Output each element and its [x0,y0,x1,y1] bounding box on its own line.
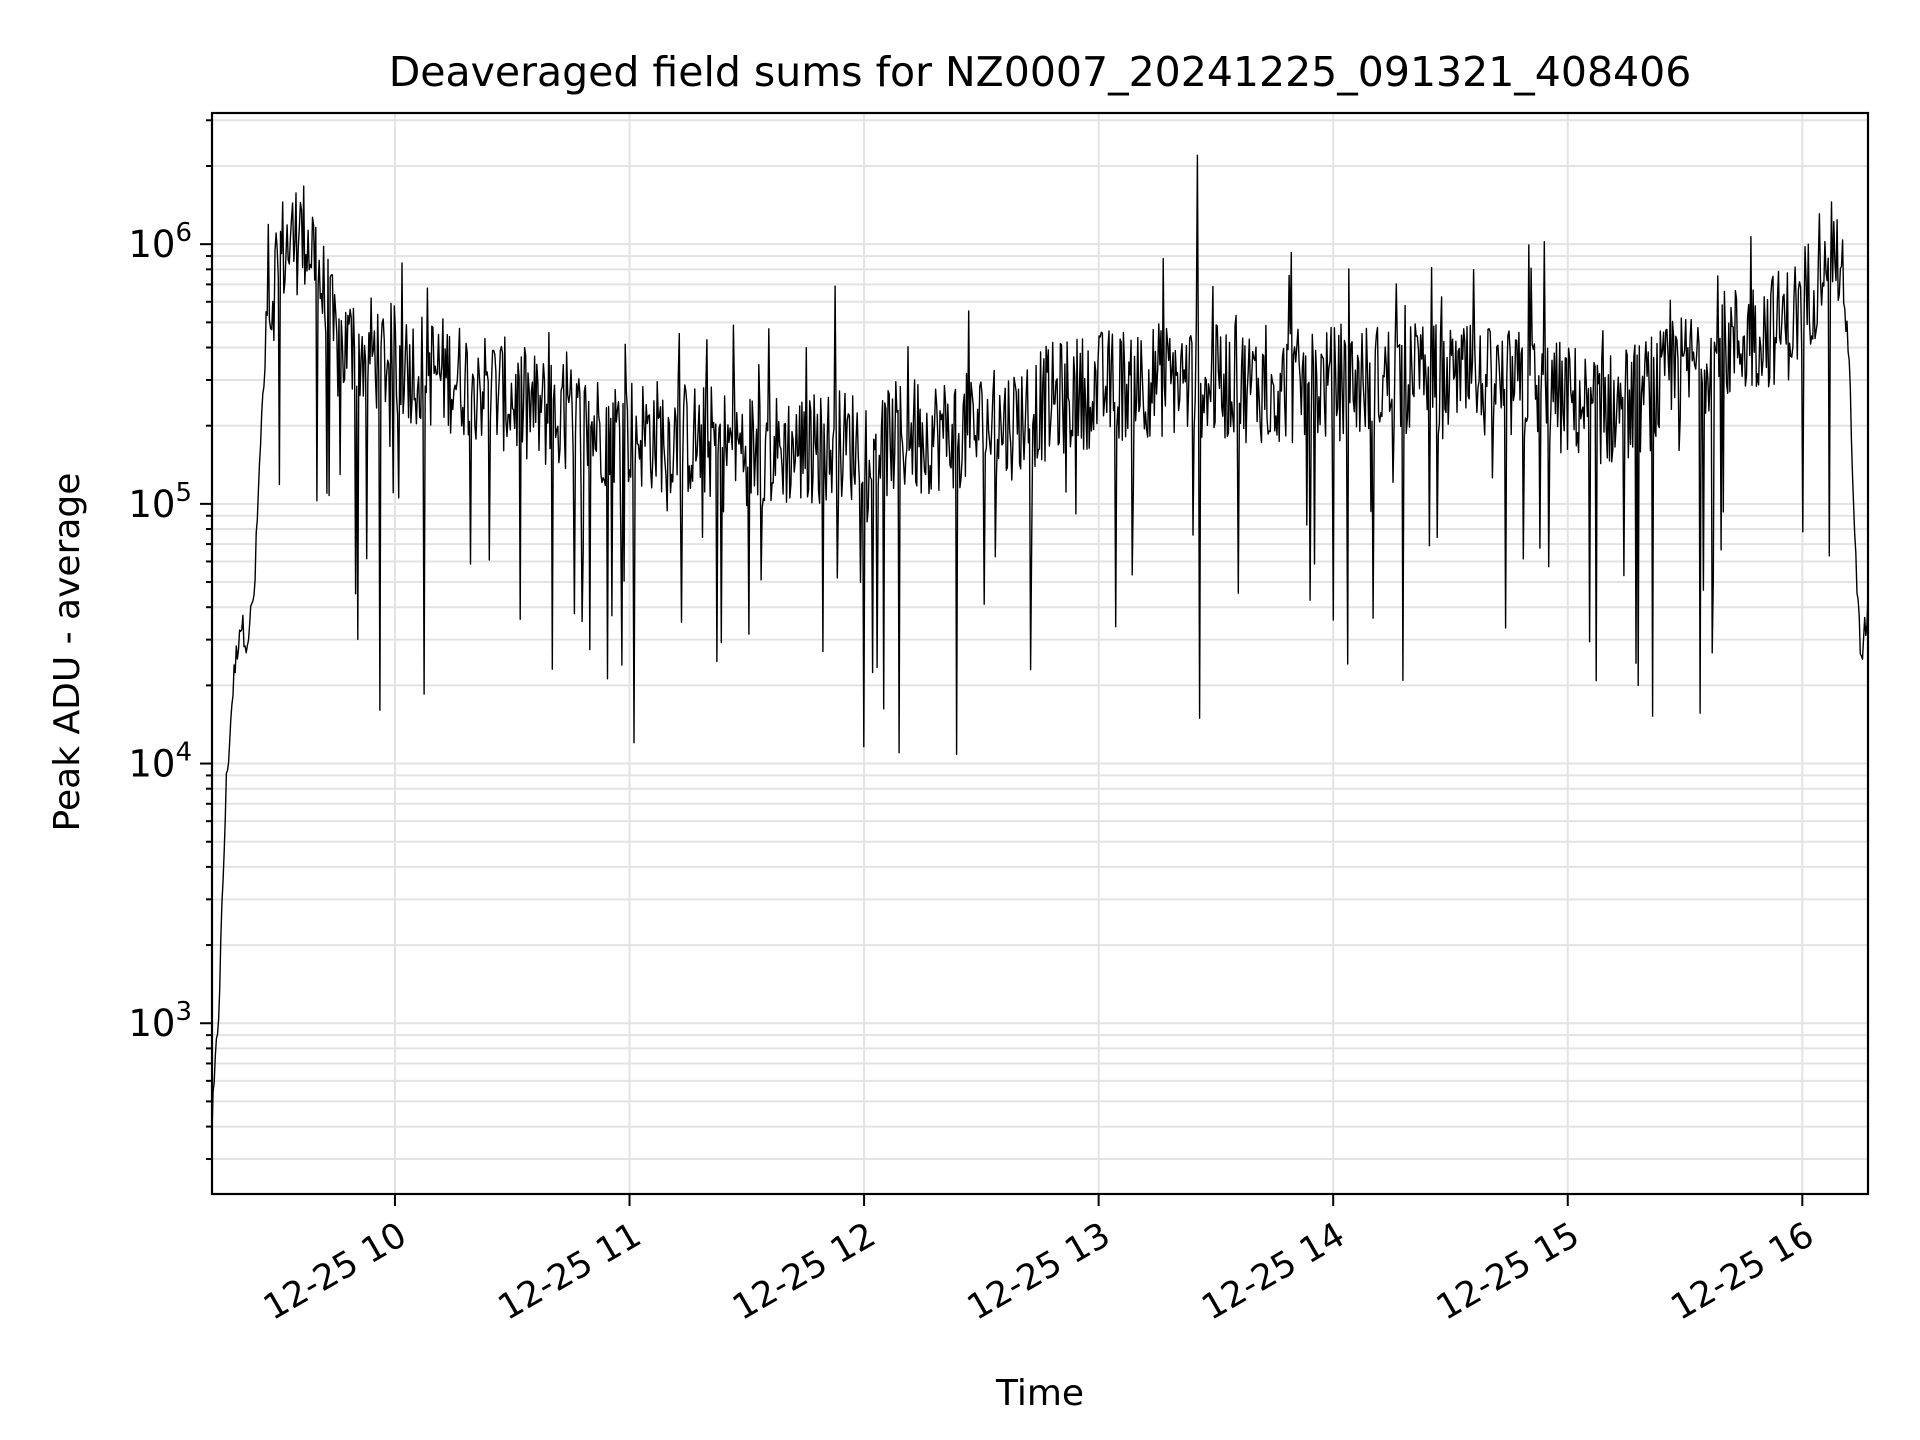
y-tick-label: 106 [128,218,192,266]
y-tick-label: 103 [128,997,192,1045]
y-axis-label: Peak ADU - average [47,473,88,832]
chart-title: Deaveraged field sums for NZ0007_2024122… [389,48,1692,96]
data-series-line [211,154,1869,1133]
y-tick-label: 105 [128,478,192,526]
axes-frame [210,111,1870,1196]
x-axis-label: Time [995,1373,1084,1414]
y-tick-label: 104 [128,738,192,786]
